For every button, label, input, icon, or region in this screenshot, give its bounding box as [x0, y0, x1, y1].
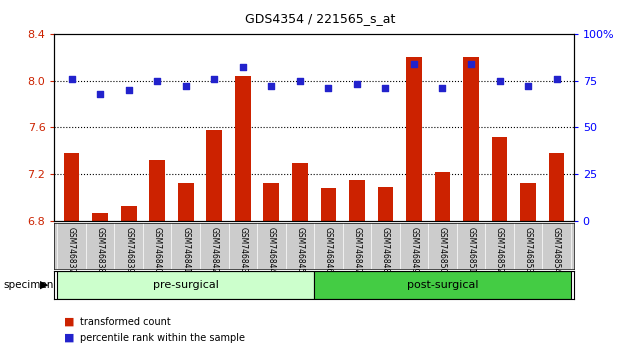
Bar: [435, 172, 451, 221]
Bar: [492, 137, 508, 221]
Point: [181, 83, 191, 89]
Point: [67, 76, 77, 81]
Text: percentile rank within the sample: percentile rank within the sample: [80, 333, 245, 343]
Text: GSM746854: GSM746854: [552, 227, 561, 273]
Bar: [149, 160, 165, 221]
Text: ■: ■: [64, 317, 74, 327]
Bar: [378, 187, 394, 221]
Bar: [121, 206, 137, 221]
Bar: [57, 271, 314, 299]
Point: [466, 61, 476, 67]
Point: [266, 83, 276, 89]
Bar: [320, 188, 336, 221]
Point: [209, 76, 219, 81]
Bar: [92, 213, 108, 221]
Text: ■: ■: [64, 333, 74, 343]
Bar: [263, 183, 279, 221]
Bar: [349, 180, 365, 221]
Text: ▶: ▶: [40, 280, 48, 290]
Bar: [314, 271, 571, 299]
Text: GSM746837: GSM746837: [67, 227, 76, 273]
Point: [152, 78, 162, 83]
Bar: [520, 183, 536, 221]
Bar: [178, 183, 194, 221]
Text: GSM746846: GSM746846: [324, 227, 333, 273]
Point: [352, 81, 362, 87]
Text: transformed count: transformed count: [80, 317, 171, 327]
Text: GSM746844: GSM746844: [267, 227, 276, 273]
Bar: [235, 76, 251, 221]
Text: GSM746853: GSM746853: [524, 227, 533, 273]
Text: GSM746847: GSM746847: [353, 227, 362, 273]
Point: [295, 78, 305, 83]
Text: GSM746840: GSM746840: [153, 227, 162, 273]
Point: [380, 85, 390, 91]
Text: pre-surgical: pre-surgical: [153, 280, 219, 290]
Point: [551, 76, 562, 81]
Point: [409, 61, 419, 67]
Text: GDS4354 / 221565_s_at: GDS4354 / 221565_s_at: [246, 12, 395, 25]
Text: GSM746841: GSM746841: [181, 227, 190, 273]
Point: [523, 83, 533, 89]
Point: [437, 85, 447, 91]
Text: GSM746848: GSM746848: [381, 227, 390, 273]
Text: GSM746852: GSM746852: [495, 227, 504, 273]
Text: GSM746842: GSM746842: [210, 227, 219, 273]
Bar: [206, 130, 222, 221]
Bar: [463, 57, 479, 221]
Point: [494, 78, 504, 83]
Text: GSM746843: GSM746843: [238, 227, 247, 273]
Point: [238, 64, 248, 70]
Point: [95, 91, 105, 97]
Point: [124, 87, 134, 93]
Text: GSM746850: GSM746850: [438, 227, 447, 273]
Text: GSM746849: GSM746849: [410, 227, 419, 273]
Text: GSM746851: GSM746851: [467, 227, 476, 273]
Point: [323, 85, 333, 91]
Text: GSM746839: GSM746839: [124, 227, 133, 273]
Text: GSM746845: GSM746845: [296, 227, 304, 273]
Bar: [292, 162, 308, 221]
Bar: [549, 153, 565, 221]
Text: post-surgical: post-surgical: [407, 280, 478, 290]
Bar: [406, 57, 422, 221]
Text: GSM746838: GSM746838: [96, 227, 104, 273]
Text: specimen: specimen: [3, 280, 54, 290]
Bar: [63, 153, 79, 221]
